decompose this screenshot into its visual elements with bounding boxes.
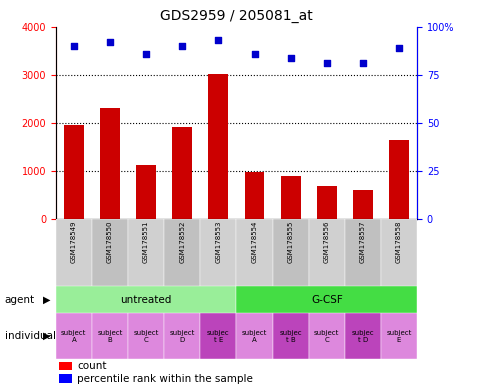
Bar xyxy=(236,313,272,359)
Bar xyxy=(92,313,128,359)
Text: subject
A: subject A xyxy=(61,329,86,343)
Text: G-CSF: G-CSF xyxy=(310,295,342,305)
Text: GSM178554: GSM178554 xyxy=(251,221,257,263)
Text: ▶: ▶ xyxy=(44,331,51,341)
Bar xyxy=(56,286,236,313)
Point xyxy=(214,37,222,43)
Bar xyxy=(164,219,200,286)
Bar xyxy=(136,165,156,219)
Text: untreated: untreated xyxy=(120,295,171,305)
Bar xyxy=(244,172,264,219)
Text: GSM178556: GSM178556 xyxy=(323,221,329,263)
Point xyxy=(322,60,330,66)
Point xyxy=(250,51,258,57)
Bar xyxy=(164,313,200,359)
Bar xyxy=(352,190,372,219)
Text: GSM178553: GSM178553 xyxy=(215,221,221,263)
Text: GSM178558: GSM178558 xyxy=(395,221,401,263)
Bar xyxy=(64,125,84,219)
Bar xyxy=(128,313,164,359)
Bar xyxy=(236,286,416,313)
Text: percentile rank within the sample: percentile rank within the sample xyxy=(77,374,253,384)
Point xyxy=(394,45,402,51)
Text: subject
C: subject C xyxy=(133,329,158,343)
Point xyxy=(178,43,186,49)
Point xyxy=(142,51,150,57)
Bar xyxy=(308,313,344,359)
Text: subject
D: subject D xyxy=(169,329,195,343)
Bar xyxy=(280,176,300,219)
Bar xyxy=(128,219,164,286)
Text: subjec
t D: subjec t D xyxy=(351,329,374,343)
Text: individual: individual xyxy=(5,331,56,341)
Title: GDS2959 / 205081_at: GDS2959 / 205081_at xyxy=(160,9,312,23)
Bar xyxy=(236,219,272,286)
Point xyxy=(358,60,366,66)
Point xyxy=(106,39,114,45)
Text: subject
B: subject B xyxy=(97,329,122,343)
Bar xyxy=(272,313,308,359)
Bar xyxy=(380,219,416,286)
Text: count: count xyxy=(77,361,107,371)
Bar xyxy=(200,219,236,286)
Text: subject
E: subject E xyxy=(386,329,411,343)
Bar xyxy=(59,362,72,370)
Bar xyxy=(380,313,416,359)
Bar xyxy=(56,219,92,286)
Bar xyxy=(172,127,192,219)
Text: subject
C: subject C xyxy=(314,329,339,343)
Bar xyxy=(388,140,408,219)
Text: GSM178549: GSM178549 xyxy=(71,221,76,263)
Bar xyxy=(344,219,380,286)
Text: agent: agent xyxy=(5,295,35,305)
Point xyxy=(70,43,77,49)
Bar xyxy=(308,219,344,286)
Text: GSM178557: GSM178557 xyxy=(359,221,365,263)
Bar xyxy=(100,108,120,219)
Bar xyxy=(208,74,228,219)
Bar xyxy=(59,374,72,383)
Text: GSM178555: GSM178555 xyxy=(287,221,293,263)
Text: GSM178550: GSM178550 xyxy=(107,221,113,263)
Text: subjec
t E: subjec t E xyxy=(207,329,229,343)
Bar xyxy=(200,313,236,359)
Bar xyxy=(56,313,92,359)
Text: GSM178551: GSM178551 xyxy=(143,221,149,263)
Text: subjec
t B: subjec t B xyxy=(279,329,302,343)
Bar xyxy=(92,219,128,286)
Bar xyxy=(272,219,308,286)
Text: GSM178552: GSM178552 xyxy=(179,221,185,263)
Bar xyxy=(316,186,336,219)
Point xyxy=(286,55,294,61)
Bar xyxy=(344,313,380,359)
Text: subject
A: subject A xyxy=(242,329,267,343)
Text: ▶: ▶ xyxy=(44,295,51,305)
